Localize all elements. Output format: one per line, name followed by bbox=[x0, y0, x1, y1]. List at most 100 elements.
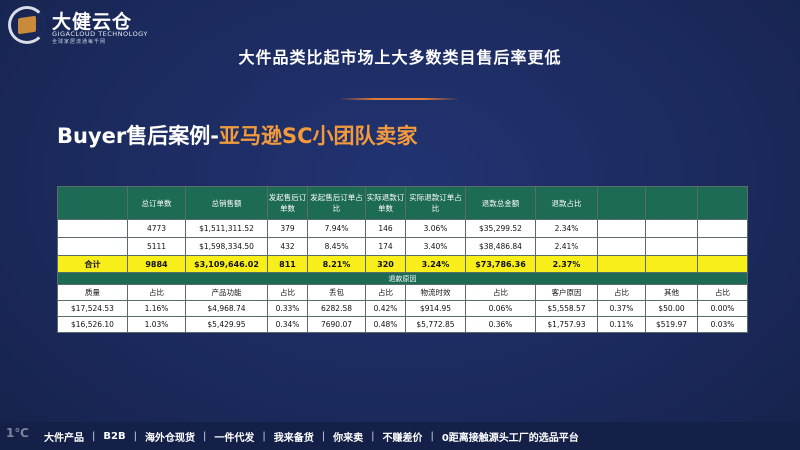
bottom-bar-separator: | bbox=[321, 430, 326, 442]
refund-reason-row-cell: $5,558.57 bbox=[535, 300, 598, 317]
table-total-row-cell: 9884 bbox=[127, 255, 186, 273]
logo-ring-icon bbox=[8, 6, 46, 44]
table-header-row: 总订单数 总销售额 发起售后订单数 发起售后订单占比 实际退款订单数 实际退款订单占比 退款… bbox=[57, 186, 748, 220]
title-divider bbox=[338, 98, 460, 100]
table-header-row-cell bbox=[697, 186, 748, 220]
table-total-row-cell: 2.37% bbox=[535, 255, 598, 273]
refund-reason-row-cell: $1,757.93 bbox=[535, 316, 598, 333]
refund-reason-row-cell: $5,772.85 bbox=[405, 316, 466, 333]
table-header-row-cell: 退款占比 bbox=[535, 186, 598, 220]
table-total-row-cell bbox=[697, 255, 748, 273]
refund-reason-row-cell: 0.34% bbox=[267, 316, 308, 333]
bottom-bar-separator: | bbox=[262, 430, 266, 442]
table-row-cell bbox=[645, 237, 698, 256]
refund-reason-columns-row: 质量 占比 产品功能 占比 丢包 占比 物流时效 占比 客户原因 占比 其他 占比 bbox=[57, 284, 748, 301]
table-row-cell: 379 bbox=[267, 219, 308, 238]
table-header-row-cell: 发起售后订单占比 bbox=[307, 186, 366, 220]
table-row-cell: 174 bbox=[365, 237, 406, 256]
table-row-cell: $35,299.52 bbox=[465, 219, 536, 238]
table-row-cell: 3.40% bbox=[405, 237, 466, 256]
table-total-row-cell: 8.21% bbox=[307, 255, 366, 273]
refund-reason-row-cell: $16,526.10 bbox=[57, 316, 128, 333]
table-row-cell bbox=[697, 237, 748, 256]
table-row-cell bbox=[645, 219, 698, 238]
refund-reason-row-cell: $914.95 bbox=[405, 300, 466, 317]
table-row-cell: $38,486.84 bbox=[465, 237, 536, 256]
after-sales-table: 总订单数 总销售额 发起售后订单数 发起售后订单占比 实际退款订单数 实际退款订单占比 退款… bbox=[57, 186, 748, 333]
refund-reason-row-cell: $5,429.95 bbox=[185, 316, 268, 333]
table-total-row-cell: $73,786.36 bbox=[465, 255, 536, 273]
table-total-row-cell bbox=[597, 255, 646, 273]
table-row: 5111 $1,598,334.50 432 8.45% 174 3.40% $38,486… bbox=[57, 237, 748, 256]
table-header-row-cell: 总销售额 bbox=[185, 186, 268, 220]
table-total-row-cell: 3.24% bbox=[405, 255, 466, 273]
refund-reason-columns-row-cell: 其他 bbox=[645, 284, 698, 301]
table-row-cell bbox=[697, 219, 748, 238]
refund-reason-title: 退款原因 bbox=[57, 272, 748, 285]
refund-reason-row-cell: 0.03% bbox=[697, 316, 748, 333]
table-header-row-cell bbox=[597, 186, 646, 220]
case-title-highlight: 亚马逊SC小团队卖家 bbox=[218, 124, 418, 148]
table-header-row-cell bbox=[57, 186, 128, 220]
bottom-bar-separator: | bbox=[202, 430, 207, 442]
refund-reason-columns-row-cell: 占比 bbox=[127, 284, 186, 301]
refund-reason-columns-row-cell: 占比 bbox=[267, 284, 308, 301]
table-total-row-cell: 合计 bbox=[57, 255, 128, 273]
table-row-cell: 146 bbox=[365, 219, 406, 238]
refund-reason-row-cell: 7690.07 bbox=[307, 316, 366, 333]
table-row-cell bbox=[597, 237, 646, 256]
company-logo: 大健云仓 GIGACLOUD TECHNOLOGY 全球家居流通每千网 bbox=[8, 6, 148, 46]
table-header-row-cell: 实际退款订单占比 bbox=[405, 186, 466, 220]
table-row-cell bbox=[57, 237, 128, 256]
refund-reason-row-cell: 0.37% bbox=[597, 300, 646, 317]
refund-reason-columns-row-cell: 客户原因 bbox=[535, 284, 598, 301]
logo-box-icon bbox=[18, 15, 36, 35]
bottom-bar-item: 0距离接触源头工厂的选品平台 bbox=[441, 432, 579, 444]
refund-reason-columns-row-cell: 丢包 bbox=[307, 284, 366, 301]
refund-reason-row-cell: 0.06% bbox=[465, 300, 536, 317]
table-header-row-cell bbox=[645, 186, 698, 220]
table-row-cell: 4773 bbox=[127, 219, 186, 238]
bottom-bar-item: 不赚差价 bbox=[382, 432, 423, 444]
table-total-row-cell: $3,109,646.02 bbox=[185, 255, 268, 273]
refund-reason-row-cell: 0.33% bbox=[267, 300, 308, 317]
bottom-bar-separator: | bbox=[133, 430, 137, 442]
bottom-bar-separator: | bbox=[430, 430, 434, 442]
refund-reason-row-cell: 0.11% bbox=[597, 316, 646, 333]
refund-reason-header-row: 退款原因 bbox=[57, 272, 748, 285]
bottom-bar-item: 大件产品 bbox=[44, 432, 84, 444]
table-row-cell: $1,511,311.52 bbox=[185, 219, 268, 238]
slide-title: 大件品类比起市场上大多数类目售后率更低 bbox=[238, 48, 562, 67]
watermark-icon: 1℃ bbox=[6, 426, 29, 440]
table-total-row-cell: 811 bbox=[267, 255, 308, 273]
refund-reason-row-cell: 1.03% bbox=[127, 316, 186, 333]
refund-reason-row-cell: 0.48% bbox=[365, 316, 406, 333]
refund-reason-columns-row-cell: 产品功能 bbox=[185, 284, 268, 301]
logo-english-name: GIGACLOUD TECHNOLOGY bbox=[52, 30, 148, 38]
bottom-bar-item: B2B bbox=[103, 430, 126, 442]
table-header-row-cell: 总订单数 bbox=[127, 186, 186, 220]
table-row-cell: 2.41% bbox=[535, 237, 598, 256]
table-header-row-cell: 退款总金额 bbox=[465, 186, 536, 220]
refund-reason-row-cell: 0.00% bbox=[697, 300, 748, 317]
refund-reason-columns-row-cell: 占比 bbox=[465, 284, 536, 301]
refund-reason-row-cell: 0.42% bbox=[365, 300, 406, 317]
table-row-cell: 3.06% bbox=[405, 219, 466, 238]
bottom-bar-item: 海外仓现货 bbox=[144, 432, 195, 444]
refund-reason-columns-row-cell: 占比 bbox=[597, 284, 646, 301]
refund-reason-row-cell: $17,524.53 bbox=[57, 300, 128, 317]
logo-tagline: 全球家居流通每千网 bbox=[52, 39, 107, 45]
table-header-row-cell: 发起售后订单数 bbox=[267, 186, 308, 220]
table-row-cell: 5111 bbox=[127, 237, 186, 256]
refund-reason-row: $17,524.53 1.16% $4,968.74 0.33% 6282.58 0.42… bbox=[57, 300, 748, 317]
table-total-row-cell: 320 bbox=[365, 255, 406, 273]
bottom-bar-separator: | bbox=[92, 430, 96, 442]
refund-reason-row-cell: 1.16% bbox=[127, 300, 186, 317]
bottom-bar-item: 一件代发 bbox=[214, 432, 255, 444]
bottom-bar: 大件产品 | B2B | 海外仓现货 | 一件代发 | 我来备货 | 你来卖 | 不赚差价 | 0距离接触源… bbox=[0, 422, 800, 450]
refund-reason-columns-row-cell: 质量 bbox=[57, 284, 128, 301]
case-title: Buyer售后案例-亚马逊SC小团队卖家 bbox=[57, 120, 418, 150]
table-row: 4773 $1,511,311.52 379 7.94% 146 3.06% $35,299… bbox=[57, 219, 748, 238]
bottom-bar-separator: | bbox=[371, 430, 375, 442]
